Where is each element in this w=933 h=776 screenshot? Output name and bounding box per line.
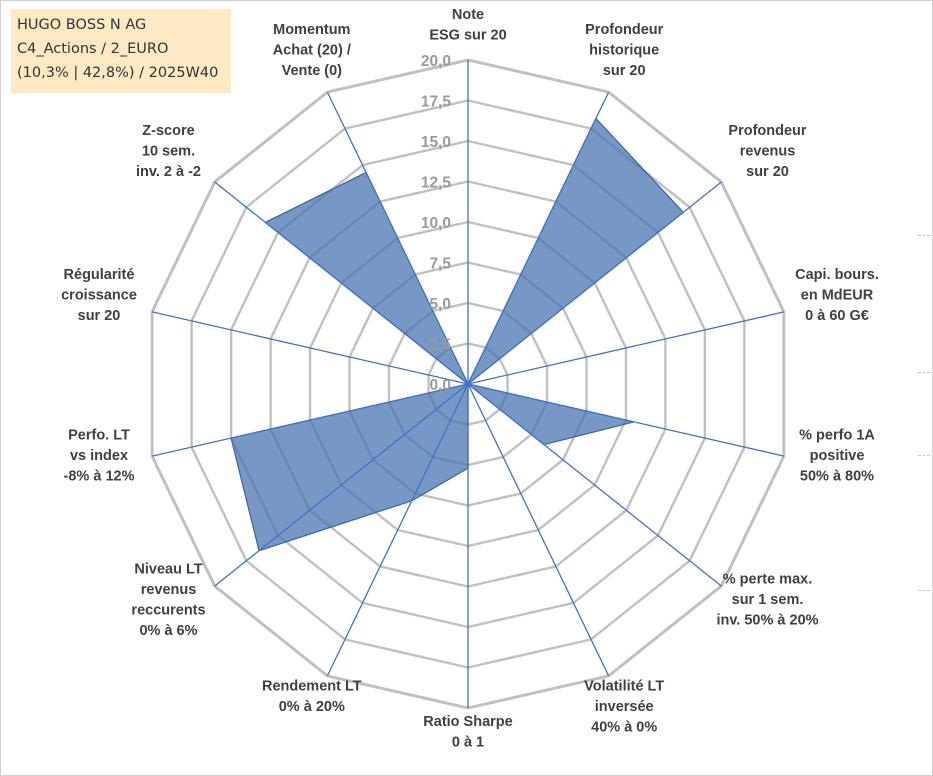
axis-label-line: Régularité — [64, 267, 135, 283]
axis-label-line: 40% à 0% — [591, 719, 657, 735]
axis-label: % perfo 1A positive 50% à 80% — [799, 427, 875, 484]
axis-label-line: Profondeur — [585, 22, 663, 38]
axis-label: Rendement LT 0% à 20% — [262, 678, 362, 715]
axis-label: Momentum Achat (20) / Vente (0) — [273, 22, 351, 79]
edge-tick — [918, 372, 930, 373]
scroll-edge — [918, 0, 930, 776]
axis-label: Régularité croissance sur 20 — [61, 267, 137, 324]
spoke-line — [326, 383, 469, 677]
axis-label-line: Capi. bours. — [795, 267, 879, 283]
edge-tick — [918, 235, 930, 236]
axis-label-line: en MdEUR — [801, 288, 874, 304]
axis-label-line: historique — [589, 43, 659, 59]
axis-label: % perte max. sur 1 sem. inv. 50% à 20% — [716, 572, 818, 629]
axis-label-line: Ratio Sharpe — [423, 714, 512, 730]
tick-label: 12,5 — [421, 175, 452, 192]
axis-label-line: 0% à 6% — [139, 623, 197, 639]
axis-label: Perfo. LT vs index -8% à 12% — [64, 427, 135, 484]
tick-label: 15,0 — [421, 134, 451, 151]
axis-label-line: reccurents — [131, 603, 205, 619]
axis-label-line: Niveau LT — [134, 562, 202, 578]
axis-label-line: -8% à 12% — [64, 468, 135, 484]
axis-label-line: sur 20 — [746, 164, 789, 180]
axis-label-line: inversée — [595, 699, 654, 715]
axis-label-line: inv. 2 à -2 — [136, 164, 201, 180]
axis-label-line: Rendement LT — [262, 678, 362, 694]
tick-label: 5,0 — [429, 296, 451, 313]
axis-label-line: 0% à 20% — [279, 699, 345, 715]
axis-label-line: Z-score — [142, 123, 194, 139]
axis-label: Profondeur revenus sur 20 — [728, 123, 806, 180]
axis-label-line: Volatilité LT — [584, 678, 664, 694]
spoke-line — [467, 181, 722, 385]
tick-label: 7,5 — [429, 256, 451, 273]
axis-label-line: inv. 50% à 20% — [716, 613, 818, 629]
tick-label: 20,0 — [421, 53, 451, 70]
spokes — [151, 60, 785, 708]
axis-label-line: croissance — [61, 288, 137, 304]
axis-label-line: sur 1 sem. — [732, 592, 804, 608]
tick-label: 0,0 — [429, 377, 451, 394]
spoke-line — [151, 383, 469, 457]
spoke-line — [467, 383, 722, 587]
axis-label: Note ESG sur 20 — [429, 7, 506, 44]
category-label: C4_Actions / 2_EURO — [17, 41, 169, 57]
axis-label-line: revenus — [141, 582, 197, 598]
ticks: 0,0 2,5 5,0 7,5 10,0 12,5 15,0 17,5 20,0 — [421, 53, 452, 394]
period-label: (10,3% | 42,8%) / 2025W40 — [17, 65, 219, 81]
tick-label: 2,5 — [429, 337, 451, 354]
axis-label-line: vs index — [70, 448, 128, 464]
axis-label: Niveau LT revenus reccurents 0% à 6% — [131, 562, 205, 640]
axis-label-line: ESG sur 20 — [429, 28, 506, 44]
tick-label: 17,5 — [421, 94, 452, 111]
spoke-line — [467, 383, 785, 457]
axis-label-line: Momentum — [273, 22, 350, 38]
axis-labels: Note ESG sur 20 Profondeur historique sur 20… — [61, 7, 879, 751]
axis-label-line: sur 20 — [78, 308, 121, 324]
chart-info-box: HUGO BOSS N AG C4_Actions / 2_EURO (10,3… — [11, 9, 231, 93]
axis-label: Volatilité LT inversée 40% à 0% — [584, 678, 664, 735]
axis-label: Z-score 10 sem. inv. 2 à -2 — [136, 123, 201, 180]
spoke-line — [467, 91, 610, 385]
edge-tick — [918, 590, 930, 591]
axis-label-line: % perfo 1A — [799, 427, 875, 443]
axis-label-line: % perte max. — [723, 572, 812, 588]
axis-label-line: Achat (20) / — [273, 43, 351, 59]
spoke-line — [214, 181, 469, 385]
axis-label-line: 0 à 60 G€ — [805, 308, 869, 324]
axis-label-line: Vente (0) — [282, 63, 343, 79]
axis-label: Capi. bours. en MdEUR 0 à 60 G€ — [795, 267, 879, 324]
spoke-line — [326, 91, 469, 385]
axis-label-line: 10 sem. — [142, 143, 195, 159]
edge-tick — [918, 455, 930, 456]
spoke-line — [467, 383, 610, 677]
spoke-line — [467, 311, 785, 385]
spoke-line — [214, 383, 469, 587]
axis-label-line: positive — [810, 448, 865, 464]
spoke-line — [151, 311, 469, 385]
axis-label-line: Profondeur — [728, 123, 806, 139]
axis-label-line: sur 20 — [603, 63, 646, 79]
axis-label: Ratio Sharpe 0 à 1 — [423, 714, 512, 751]
axis-label-line: revenus — [740, 143, 796, 159]
axis-label-line: 0 à 1 — [452, 735, 484, 751]
axis-label-line: Note — [452, 7, 484, 23]
axis-label-line: Perfo. LT — [68, 427, 130, 443]
company-name: HUGO BOSS N AG — [17, 17, 147, 33]
tick-label: 10,0 — [421, 215, 451, 232]
axis-label-line: 50% à 80% — [800, 468, 874, 484]
axis-label: Profondeur historique sur 20 — [585, 22, 663, 79]
